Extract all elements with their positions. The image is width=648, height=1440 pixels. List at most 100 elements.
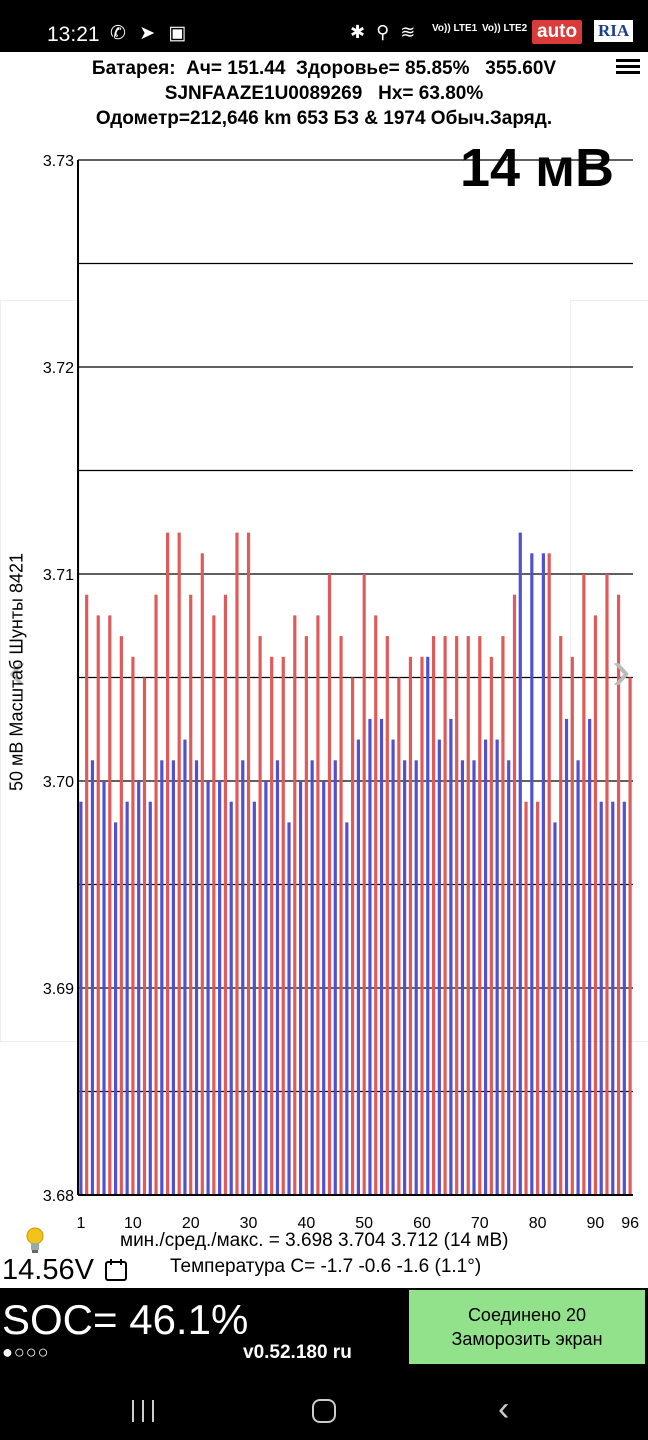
- battery-summary: Батарея: Ач= 151.44 Здоровье= 85.85% 355…: [0, 56, 648, 131]
- y-tick-label: 3.70: [43, 774, 74, 791]
- x-tick-label: 50: [355, 1215, 373, 1230]
- cell-bar: [223, 594, 228, 1195]
- cell-bar: [142, 677, 147, 1195]
- lte2-icon: Vo)) LTE2: [482, 23, 528, 34]
- cell-voltage-chart: 3.73 3.72 3.71 3.70 3.69 3.681 10 20 30 40 50 60 70 8…: [43, 153, 639, 1230]
- calendar-icon[interactable]: [104, 1258, 128, 1282]
- cell-bar: [379, 718, 384, 1195]
- cell-bar: [102, 781, 106, 1195]
- cell-bar: [397, 677, 401, 1195]
- cell-bar: [611, 801, 615, 1195]
- app-version: v0.52.180 ru: [243, 1342, 352, 1363]
- bulb-icon[interactable]: [24, 1226, 46, 1256]
- cell-bar: [351, 677, 355, 1195]
- clock: 13:21: [47, 23, 100, 46]
- cell-bar: [258, 636, 262, 1195]
- cell-bar: [403, 760, 407, 1195]
- ghost-panel-right: [570, 300, 648, 1042]
- cell-bar: [310, 760, 314, 1195]
- cell-bar: [593, 615, 598, 1195]
- recents-icon[interactable]: [132, 1400, 156, 1422]
- cell-bar: [206, 781, 210, 1195]
- cell-bar: [281, 656, 285, 1195]
- cell-bar: [183, 739, 187, 1195]
- cell-bar: [154, 594, 158, 1195]
- cell-bar: [287, 822, 291, 1195]
- x-tick-label: 20: [182, 1215, 200, 1230]
- cell-bar: [241, 760, 245, 1195]
- cell-bar: [507, 760, 511, 1195]
- cell-bar: [218, 781, 222, 1195]
- cell-bar: [171, 760, 175, 1195]
- cell-bar: [564, 718, 569, 1195]
- cell-bar: [189, 594, 193, 1195]
- next-arrow-icon[interactable]: ›: [612, 638, 631, 701]
- cell-bar: [333, 760, 337, 1195]
- cell-bar: [541, 553, 545, 1195]
- cell-bar: [322, 781, 326, 1195]
- y-tick-label: 3.73: [43, 153, 74, 170]
- cell-bar: [414, 760, 418, 1195]
- cell-bar: [472, 760, 476, 1195]
- watermark-ria: RIA: [594, 20, 634, 42]
- lte1-icon: Vo)) LTE1: [432, 23, 478, 34]
- freeze-label: Заморозить экран: [451, 1329, 603, 1349]
- cell-bar: [96, 615, 100, 1195]
- bottom-panel: SOC= 46.1% ●○○○ v0.52.180 ru Соединено 2…: [0, 1288, 648, 1380]
- aux-voltage: 14.56V: [2, 1254, 94, 1286]
- cell-bar: [536, 801, 540, 1195]
- cell-bar: [270, 656, 274, 1195]
- cell-bar: [466, 636, 470, 1195]
- y-tick-label: 3.71: [43, 567, 74, 584]
- cell-bar: [200, 553, 204, 1195]
- cell-bar: [576, 760, 580, 1195]
- cell-bar: [235, 532, 239, 1195]
- cell-bar: [385, 636, 389, 1195]
- cell-bar: [455, 636, 459, 1195]
- page-dots: ●○○○: [2, 1342, 50, 1362]
- cell-bar: [316, 615, 320, 1195]
- cell-bar: [356, 739, 360, 1195]
- cell-bar: [443, 636, 447, 1195]
- x-tick-label: 60: [413, 1215, 431, 1230]
- cell-bar: [166, 532, 170, 1195]
- cell-bar: [252, 801, 256, 1195]
- x-tick-label: 30: [240, 1215, 258, 1230]
- cell-bar: [616, 594, 621, 1195]
- cell-bar: [160, 760, 164, 1195]
- cell-bar: [368, 718, 372, 1195]
- cell-bar: [90, 760, 95, 1195]
- cell-bar: [212, 615, 216, 1195]
- cell-bar: [113, 822, 118, 1195]
- x-tick-label: 96: [621, 1215, 639, 1230]
- x-tick-label: 10: [124, 1215, 142, 1230]
- cell-bar: [125, 801, 129, 1195]
- cell-bar: [478, 636, 482, 1195]
- cell-bar: [483, 739, 488, 1195]
- y-tick-label: 3.68: [43, 1188, 74, 1205]
- back-icon[interactable]: ‹: [498, 1390, 510, 1428]
- connection-status: Соединено 20: [467, 1305, 587, 1325]
- cell-bar: [229, 801, 233, 1195]
- ghost-panel-left: [0, 300, 80, 1042]
- freeze-screen-button[interactable]: Соединено 20 Заморозить экран: [409, 1290, 645, 1364]
- cell-bar: [518, 532, 522, 1195]
- cell-stats: мин./сред./макс. = 3.698 3.704 3.712 (14…: [120, 1230, 509, 1251]
- cell-bar: [108, 615, 112, 1195]
- cell-bar: [501, 636, 505, 1195]
- cell-bar: [495, 739, 499, 1195]
- cell-bar: [512, 594, 517, 1195]
- cell-bar: [327, 574, 332, 1195]
- cell-bar: [553, 822, 557, 1195]
- cell-bar: [489, 656, 493, 1195]
- notification-icons: ✆ ➤ ▣: [110, 23, 191, 44]
- cell-bar: [131, 656, 135, 1195]
- cell-bar: [599, 801, 603, 1195]
- prev-arrow-icon[interactable]: ‹: [8, 638, 27, 701]
- menu-icon[interactable]: [616, 56, 640, 80]
- cell-bar: [374, 615, 378, 1195]
- home-icon[interactable]: [312, 1399, 336, 1423]
- watermark-auto: auto: [532, 20, 583, 44]
- system-icons: ✱ ⚲ ≋: [350, 22, 419, 42]
- cell-bar: [530, 553, 534, 1195]
